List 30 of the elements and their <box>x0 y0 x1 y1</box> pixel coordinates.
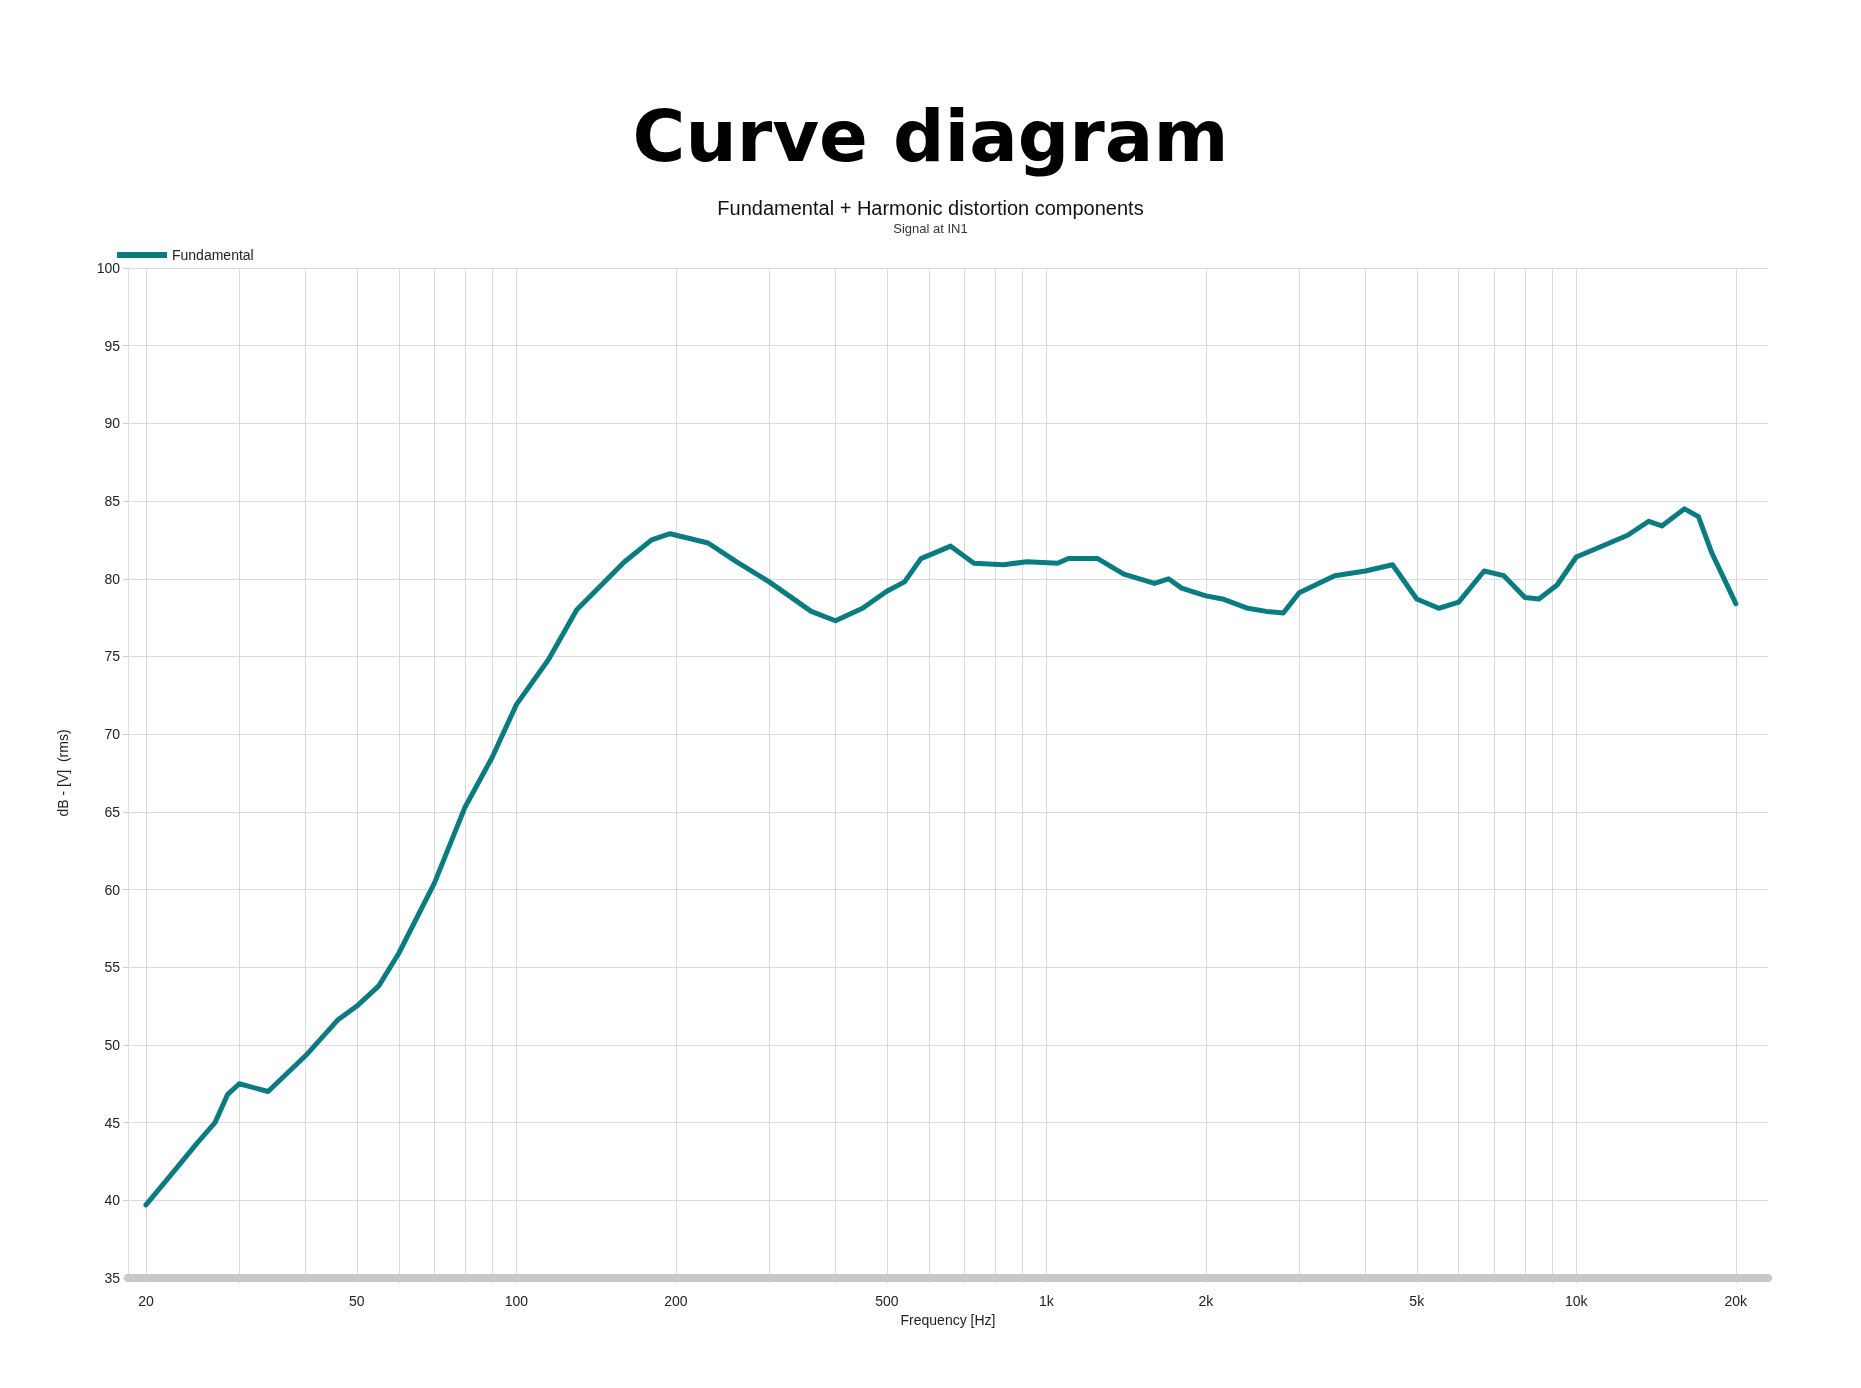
y-tick-label: 45 <box>104 1114 121 1131</box>
y-axis-title: dB - [V] (rms) <box>55 729 71 817</box>
y-tick-label: 55 <box>104 959 121 976</box>
y-tick-label: 95 <box>104 337 121 354</box>
x-tick-label: 500 <box>875 1293 899 1309</box>
y-tick-label: 65 <box>104 803 121 820</box>
chart-title: Curve diagram <box>632 94 1229 178</box>
x-tick-label: 5k <box>1409 1293 1426 1309</box>
x-tick-label: 1k <box>1038 1293 1055 1309</box>
y-tick-label: 70 <box>104 726 121 743</box>
x-tick-label: 50 <box>349 1293 365 1309</box>
y-tick-label: 80 <box>104 570 121 587</box>
x-tick-label: 100 <box>504 1293 529 1309</box>
chart-subtitle: Fundamental + Harmonic distortion components <box>717 197 1144 219</box>
x-axis-title: Frequency [Hz] <box>900 1311 996 1328</box>
y-tick-label: 50 <box>104 1036 121 1053</box>
y-tick-label: 85 <box>104 493 121 510</box>
legend-label: Fundamental <box>172 247 254 263</box>
y-tick-label: 40 <box>104 1192 121 1209</box>
x-tick-label: 2k <box>1198 1293 1215 1309</box>
y-tick-label: 90 <box>104 415 121 432</box>
y-tick-label: 100 <box>96 260 121 276</box>
y-tick-label: 35 <box>104 1270 121 1286</box>
x-tick-label: 20k <box>1724 1293 1749 1309</box>
x-tick-label: 10k <box>1565 1293 1589 1309</box>
y-tick-label: 60 <box>104 881 121 898</box>
x-tick-label: 200 <box>664 1293 688 1309</box>
text: Signal at IN1 <box>893 221 968 236</box>
y-tick-label: 75 <box>104 648 121 665</box>
x-tick-label: 20 <box>138 1293 154 1309</box>
